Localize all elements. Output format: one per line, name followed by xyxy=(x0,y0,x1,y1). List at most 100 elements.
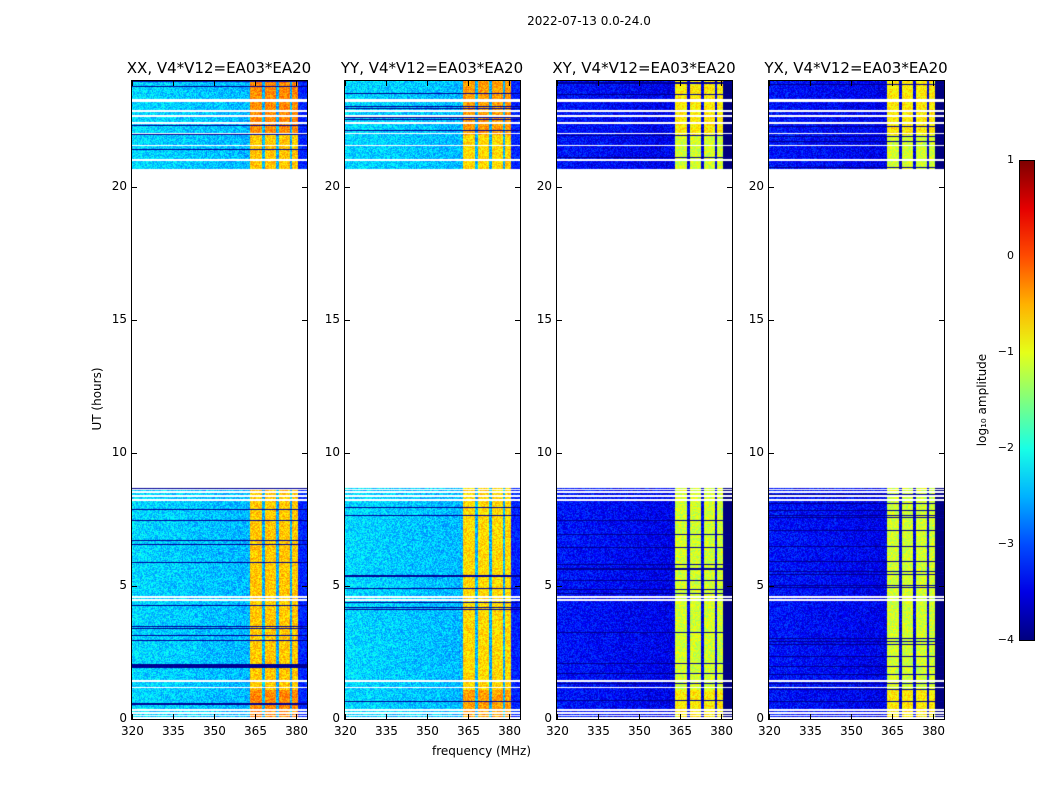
x-tick-label: 350 xyxy=(840,724,863,738)
y-tick-mark xyxy=(939,187,944,189)
y-tick-mark xyxy=(132,187,137,189)
heatmap-panel xyxy=(556,80,733,720)
y-tick-mark xyxy=(557,586,562,588)
y-tick-mark xyxy=(939,586,944,588)
x-tick-mark xyxy=(386,714,388,719)
y-tick-mark xyxy=(769,187,774,189)
x-tick-mark xyxy=(810,714,812,719)
y-tick-label: 0 xyxy=(756,711,764,725)
y-tick-label: 0 xyxy=(332,711,340,725)
y-tick-mark xyxy=(557,719,562,720)
y-tick-mark xyxy=(345,453,350,455)
x-tick-mark xyxy=(639,81,641,86)
x-tick-mark xyxy=(214,81,216,86)
x-tick-mark xyxy=(386,81,388,86)
y-tick-label: 20 xyxy=(324,179,340,194)
y-tick-mark xyxy=(132,719,137,720)
x-tick-mark xyxy=(769,81,770,86)
y-tick-mark xyxy=(769,320,774,322)
y-tick-mark xyxy=(727,586,732,588)
x-tick-mark xyxy=(173,714,175,719)
y-tick-mark xyxy=(302,719,307,720)
x-tick-mark xyxy=(173,81,175,86)
x-tick-label: 380 xyxy=(710,724,733,738)
x-tick-label: 365 xyxy=(881,724,904,738)
x-tick-mark xyxy=(345,81,346,86)
x-tick-label: 335 xyxy=(162,724,185,738)
heatmap-image xyxy=(769,81,944,719)
panel-title: YY, V4*V12=EA03*EA20 xyxy=(340,59,524,77)
y-tick-label: 10 xyxy=(748,445,764,460)
x-tick-mark xyxy=(427,81,429,86)
heatmap-panel xyxy=(131,80,308,720)
y-tick-mark xyxy=(345,187,350,189)
x-tick-mark xyxy=(132,714,133,719)
panel-title: YX, V4*V12=EA03*EA20 xyxy=(764,59,948,77)
y-tick-label: 15 xyxy=(324,312,340,327)
y-tick-label: 15 xyxy=(111,312,127,327)
y-tick-mark xyxy=(515,320,520,322)
y-axis-label: UT (hours) xyxy=(90,367,104,431)
x-tick-mark xyxy=(255,81,257,86)
colorbar-tick-label: −1 xyxy=(997,345,1014,358)
colorbar-label: log₁₀ amplitude xyxy=(975,353,989,447)
x-tick-mark xyxy=(721,714,723,719)
heatmap-image xyxy=(132,81,307,719)
y-tick-mark xyxy=(132,453,137,455)
x-tick-label: 320 xyxy=(121,724,144,738)
x-tick-mark xyxy=(557,714,558,719)
colorbar-tick-label: 1 xyxy=(1007,153,1014,166)
y-tick-mark xyxy=(939,719,944,720)
x-tick-mark xyxy=(557,81,558,86)
y-tick-mark xyxy=(557,320,562,322)
x-tick-mark xyxy=(680,81,682,86)
y-tick-mark xyxy=(302,453,307,455)
x-tick-label: 365 xyxy=(457,724,480,738)
y-tick-mark xyxy=(515,453,520,455)
heatmap-panel xyxy=(768,80,945,720)
x-tick-mark xyxy=(598,714,600,719)
x-tick-mark xyxy=(769,714,770,719)
x-tick-label: 350 xyxy=(628,724,651,738)
x-tick-label: 320 xyxy=(758,724,781,738)
x-axis-label: frequency (MHz) xyxy=(432,744,532,758)
y-tick-mark xyxy=(345,719,350,720)
panel-title: XX, V4*V12=EA03*EA20 xyxy=(126,59,312,77)
x-tick-mark xyxy=(851,714,853,719)
y-tick-mark xyxy=(727,187,732,189)
x-tick-label: 335 xyxy=(799,724,822,738)
y-tick-mark xyxy=(132,586,137,588)
x-tick-label: 365 xyxy=(669,724,692,738)
x-tick-mark xyxy=(468,81,470,86)
y-tick-label: 20 xyxy=(748,179,764,194)
heatmap-image xyxy=(557,81,732,719)
y-tick-label: 10 xyxy=(536,445,552,460)
y-tick-mark xyxy=(515,187,520,189)
x-tick-mark xyxy=(468,714,470,719)
x-tick-mark xyxy=(132,81,133,86)
y-tick-mark xyxy=(302,586,307,588)
colorbar xyxy=(1019,160,1035,641)
x-tick-mark xyxy=(933,714,935,719)
y-tick-label: 15 xyxy=(748,312,764,327)
heatmap-panel xyxy=(344,80,521,720)
y-tick-mark xyxy=(132,320,137,322)
x-tick-label: 380 xyxy=(285,724,308,738)
y-tick-mark xyxy=(939,453,944,455)
y-tick-mark xyxy=(769,586,774,588)
x-tick-mark xyxy=(509,714,511,719)
y-tick-label: 10 xyxy=(324,445,340,460)
y-tick-label: 20 xyxy=(536,179,552,194)
x-tick-mark xyxy=(598,81,600,86)
y-tick-mark xyxy=(727,320,732,322)
x-tick-mark xyxy=(892,81,894,86)
y-tick-label: 5 xyxy=(756,578,764,593)
y-tick-mark xyxy=(727,719,732,720)
y-tick-mark xyxy=(939,320,944,322)
y-tick-mark xyxy=(345,320,350,322)
x-tick-label: 350 xyxy=(416,724,439,738)
x-tick-mark xyxy=(296,714,298,719)
colorbar-tick-label: −3 xyxy=(997,537,1014,550)
y-tick-mark xyxy=(769,453,774,455)
